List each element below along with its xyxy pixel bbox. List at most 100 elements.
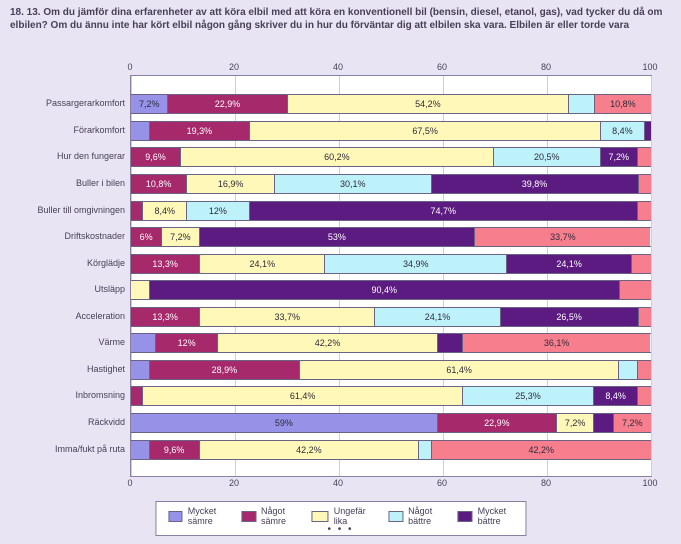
- bar-segment: 7,2%: [614, 414, 651, 432]
- chart-panel: 18. 13. Om du jämför dina erfarenheter a…: [0, 0, 681, 544]
- bar-segment: [620, 281, 651, 299]
- category-label: Utsläpp: [5, 280, 125, 298]
- bar-segment: 39,8%: [432, 175, 639, 193]
- legend-item: Ungefär lika: [311, 506, 370, 526]
- category-label: Inbromsning: [5, 386, 125, 404]
- legend-swatch: [311, 511, 328, 522]
- x-tick-top: 100: [642, 62, 657, 72]
- bar-segment: [131, 387, 143, 405]
- category-label: Körglädje: [5, 254, 125, 272]
- bar-segment: [639, 175, 651, 193]
- bar-segment: [131, 441, 150, 459]
- category-label: Passargerarkomfort: [5, 94, 125, 112]
- bar-segment: [638, 202, 651, 220]
- bar-segment: 24,1%: [375, 308, 500, 326]
- bar-segment: 61,4%: [143, 387, 462, 405]
- bar-segment: 90,4%: [150, 281, 620, 299]
- bar-segment: [632, 255, 651, 273]
- x-tick-top: 60: [437, 62, 447, 72]
- bar-segment: [131, 122, 150, 140]
- bar-row: Passargerarkomfort7,2%22,9%54,2%10,8%: [131, 94, 651, 112]
- legend-item: Något sämre: [241, 506, 293, 526]
- stacked-bar: 19,3%67,5%8,4%: [131, 121, 651, 141]
- bar-segment: [131, 334, 156, 352]
- category-label: Driftskostnader: [5, 227, 125, 245]
- bar-segment: 42,2%: [432, 441, 651, 459]
- bar-segment: 33,7%: [475, 228, 650, 246]
- legend-swatch: [458, 511, 473, 522]
- bar-segment: 74,7%: [250, 202, 638, 220]
- x-tick-bottom: 60: [437, 478, 447, 488]
- bar-segment: 54,2%: [288, 95, 570, 113]
- legend-item: Mycket sämre: [168, 506, 224, 526]
- bar-segment: 42,2%: [218, 334, 437, 352]
- legend-label: Ungefär lika: [334, 506, 371, 526]
- bar-segment: 34,9%: [325, 255, 506, 273]
- bar-segment: 7,2%: [162, 228, 199, 246]
- bar-segment: 22,9%: [438, 414, 557, 432]
- x-tick-top: 80: [541, 62, 551, 72]
- legend-item: Något bättre: [389, 506, 440, 526]
- bar-segment: [131, 361, 150, 379]
- bar-segment: 53%: [200, 228, 476, 246]
- category-label: Acceleration: [5, 307, 125, 325]
- category-label: Buller till omgivningen: [5, 201, 125, 219]
- legend-label: Något sämre: [261, 506, 293, 526]
- bar-segment: 9,6%: [150, 441, 200, 459]
- bar-segment: [619, 361, 638, 379]
- bar-segment: 8,4%: [594, 387, 638, 405]
- stacked-bar: 9,6%60,2%20,5%7,2%: [131, 147, 651, 167]
- bar-row: Acceleration13,3%33,7%24,1%26,5%: [131, 307, 651, 325]
- legend-label: Mycket bättre: [478, 506, 513, 526]
- category-label: Förarkomfort: [5, 121, 125, 139]
- legend-swatch: [241, 511, 256, 522]
- bar-segment: 24,1%: [200, 255, 325, 273]
- bar-row: Räckvidd59%22,9%7,2%7,2%: [131, 413, 651, 431]
- bar-segment: [594, 414, 613, 432]
- stacked-bar: 7,2%22,9%54,2%10,8%: [131, 94, 651, 114]
- bar-segment: 24,1%: [507, 255, 632, 273]
- legend-swatch: [389, 511, 404, 522]
- stacked-bar: 10,8%16,9%30,1%39,8%: [131, 174, 651, 194]
- stacked-bar: 12%42,2%36,1%: [131, 333, 651, 353]
- bar-segment: [131, 281, 150, 299]
- legend-more-icon: • • •: [168, 527, 513, 533]
- bar-segment: 19,3%: [150, 122, 250, 140]
- stacked-bar: 13,3%24,1%34,9%24,1%: [131, 254, 651, 274]
- bar-segment: 60,2%: [181, 148, 494, 166]
- x-tick-bottom: 0: [127, 478, 132, 488]
- x-tick-bottom: 100: [642, 478, 657, 488]
- category-label: Buller i bilen: [5, 174, 125, 192]
- stacked-bar: 6%7,2%53%33,7%: [131, 227, 651, 247]
- bar-row: Körglädje13,3%24,1%34,9%24,1%: [131, 254, 651, 272]
- bar-row: Hastighet28,9%61,4%: [131, 360, 651, 378]
- x-tick-top: 20: [229, 62, 239, 72]
- bar-segment: [639, 308, 651, 326]
- stacked-bar: 28,9%61,4%: [131, 360, 651, 380]
- bar-segment: 25,3%: [463, 387, 595, 405]
- bar-segment: 30,1%: [275, 175, 432, 193]
- bar-segment: [638, 387, 651, 405]
- bar-segment: 13,3%: [131, 255, 200, 273]
- bar-segment: [438, 334, 463, 352]
- category-label: Imma/fukt på ruta: [5, 440, 125, 458]
- bar-row: Imma/fukt på ruta9,6%42,2%42,2%: [131, 440, 651, 458]
- legend-item: Mycket bättre: [458, 506, 514, 526]
- x-tick-bottom: 40: [333, 478, 343, 488]
- legend-label: Något bättre: [408, 506, 439, 526]
- bar-row: Värme12%42,2%36,1%: [131, 333, 651, 351]
- bar-segment: 7,2%: [601, 148, 638, 166]
- bar-segment: 33,7%: [200, 308, 375, 326]
- bar-segment: 42,2%: [200, 441, 419, 459]
- legend-label: Mycket sämre: [188, 506, 224, 526]
- stacked-bar: 90,4%: [131, 280, 651, 300]
- bar-segment: [638, 148, 651, 166]
- bar-segment: 8,4%: [601, 122, 645, 140]
- bar-row: Driftskostnader6%7,2%53%33,7%: [131, 227, 651, 245]
- category-label: Värme: [5, 333, 125, 351]
- x-tick-bottom: 80: [541, 478, 551, 488]
- bar-segment: 6%: [131, 228, 162, 246]
- bar-row: Buller till omgivningen8,4%12%74,7%: [131, 201, 651, 219]
- bar-row: Buller i bilen10,8%16,9%30,1%39,8%: [131, 174, 651, 192]
- x-tick-top: 0: [127, 62, 132, 72]
